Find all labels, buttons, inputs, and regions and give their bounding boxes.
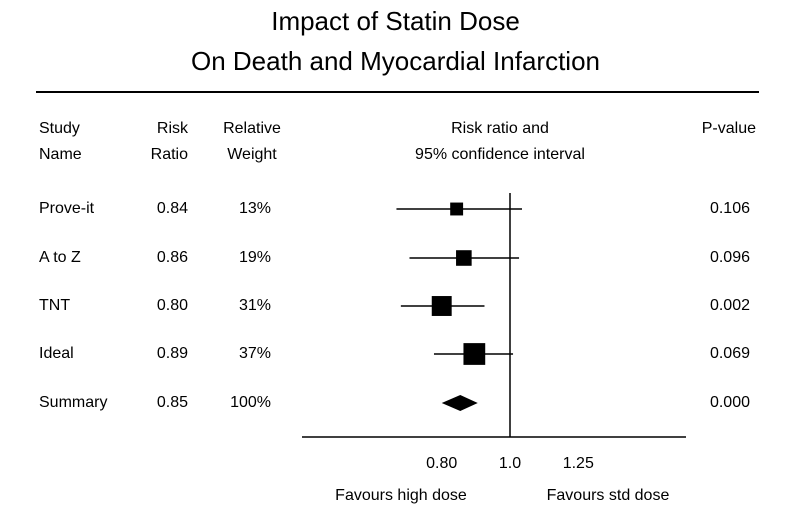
p-value: 0.000 [709, 394, 750, 411]
relative-weight-value: 19% [238, 249, 271, 266]
header-risk-ratio-line-1: Risk [156, 120, 188, 137]
header-relative-weight: Relative Weight [212, 116, 292, 168]
point-estimate-box [463, 343, 486, 365]
risk-ratio-value: 0.86 [156, 249, 188, 266]
summary-diamond [441, 395, 478, 411]
header-study-name-line-2: Name [39, 146, 82, 163]
p-value: 0.002 [709, 297, 750, 314]
p-value: 0.096 [709, 249, 750, 266]
risk-ratio-value: 0.80 [156, 297, 188, 314]
header-risk-ratio-line-2: Ratio [150, 146, 188, 163]
header-p-value-line-1: P-value [701, 120, 756, 137]
x-tick-label: 1.0 [499, 455, 521, 472]
chart-title-line-2: On Death and Myocardial Infarction [191, 46, 600, 76]
relative-weight-value: 100% [230, 394, 271, 411]
relative-weight-value: 31% [238, 297, 271, 314]
header-study-name: Study Name [39, 116, 82, 168]
x-tick-label: 1.25 [563, 455, 594, 472]
chart-title-line-1: Impact of Statin Dose [271, 6, 520, 36]
title-rule [36, 91, 759, 93]
risk-ratio-value: 0.84 [156, 200, 188, 217]
study-name: TNT [39, 297, 71, 314]
study-name: Summary [39, 394, 108, 411]
favours-left-label: Favours high dose [335, 487, 467, 504]
header-study-name-line-1: Study [39, 120, 80, 137]
risk-ratio-value: 0.89 [156, 345, 188, 362]
favours-right-label: Favours std dose [547, 487, 670, 504]
header-risk-ratio: Risk Ratio [146, 116, 188, 168]
p-value: 0.106 [709, 200, 750, 217]
point-estimate-box [450, 202, 464, 216]
header-ci-line-1: Risk ratio and [451, 120, 549, 137]
header-ci-line-2: 95% confidence interval [415, 146, 585, 163]
p-value: 0.069 [709, 345, 750, 362]
header-p-value: P-value [690, 116, 756, 142]
header-ci: Risk ratio and 95% confidence interval [340, 116, 660, 168]
relative-weight-value: 13% [238, 200, 271, 217]
header-relative-weight-line-2: Weight [227, 146, 277, 163]
x-tick-label: 0.80 [426, 455, 457, 472]
study-name: Ideal [39, 345, 74, 362]
header-relative-weight-line-1: Relative [223, 120, 281, 137]
relative-weight-value: 37% [238, 345, 271, 362]
risk-ratio-value: 0.85 [156, 394, 188, 411]
point-estimate-box [456, 250, 472, 266]
point-estimate-box [431, 296, 452, 316]
study-name: A to Z [39, 249, 81, 266]
study-name: Prove-it [39, 200, 95, 217]
